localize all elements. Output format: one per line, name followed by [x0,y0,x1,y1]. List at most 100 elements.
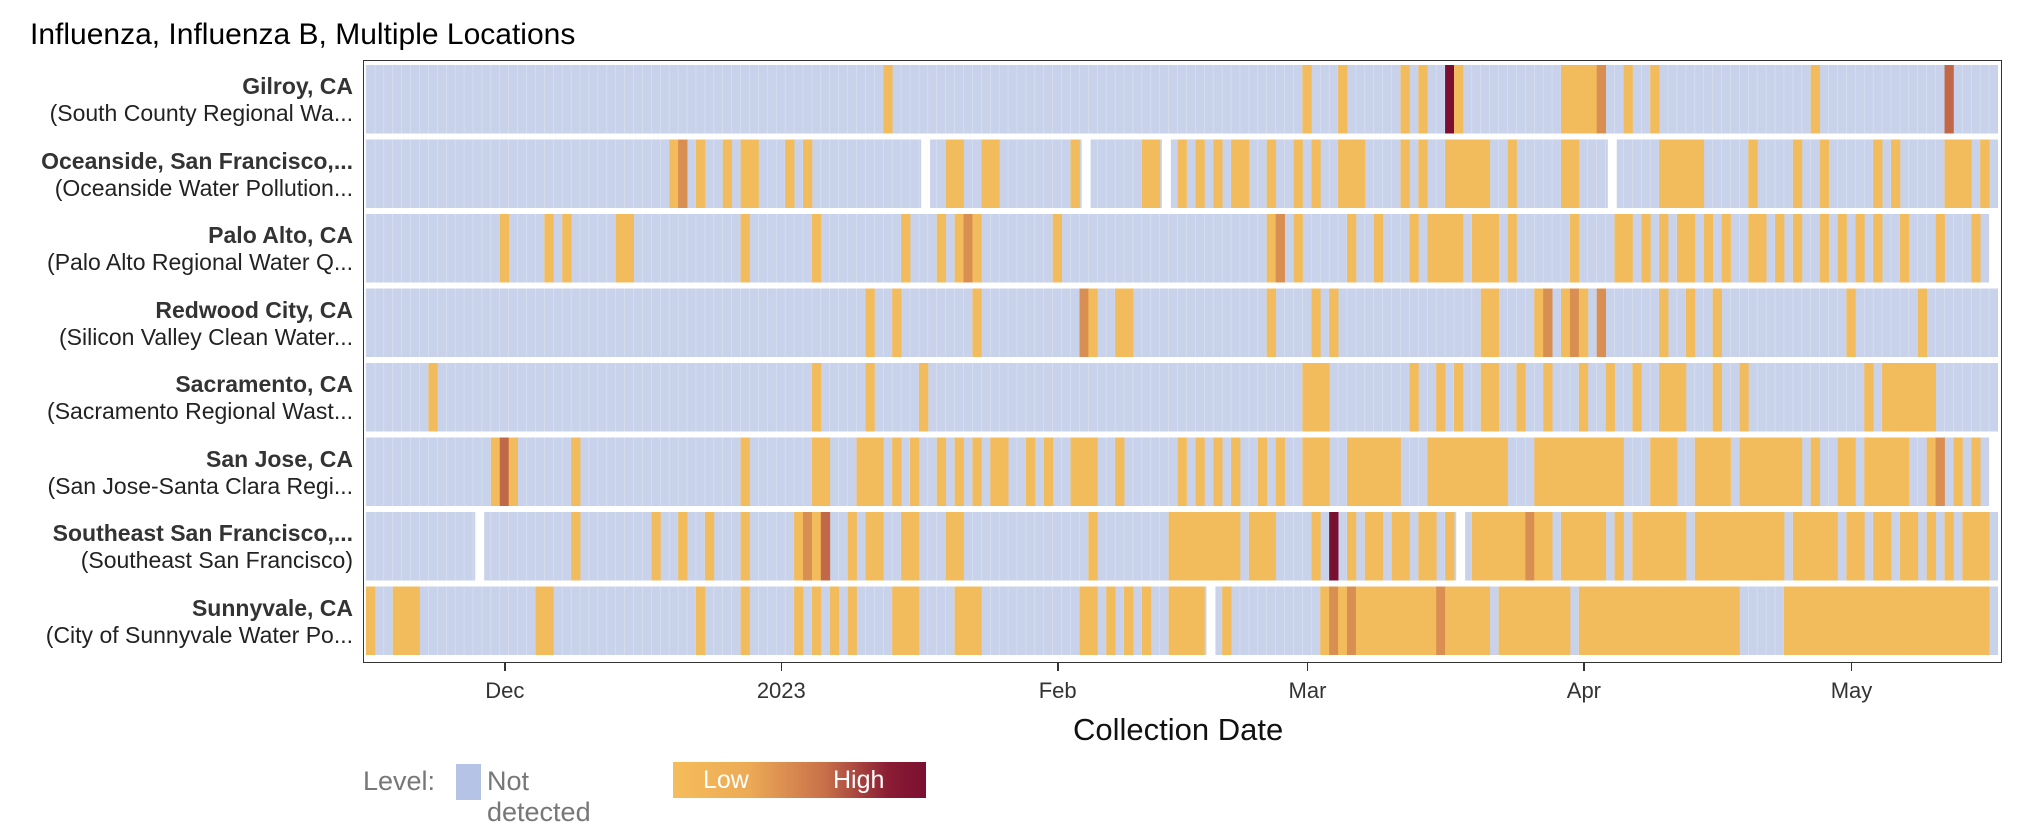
heatmap-detection-cell[interactable]: San Jose, CA 2023-03-28 [1543,437,1553,507]
heatmap-detection-cell[interactable]: San Jose, CA 2023-01-25 [990,437,1000,507]
heatmap-detection-cell[interactable]: Southeast San Francisco,... 2023-01-09 [847,512,857,581]
heatmap-detection-cell[interactable]: Gilroy, CA 2023-04-06 [1623,65,1633,134]
heatmap-detection-cell[interactable]: Redwood City, CA 2023-03-30 [1561,288,1571,358]
heatmap-detection-cell[interactable]: San Jose, CA 2023-01-19 [936,437,947,507]
heatmap-detection-cell[interactable]: Southeast San Francisco,... 2023-03-30 [1561,512,1571,581]
heatmap-detection-cell[interactable]: Gilroy, CA 2023-04-02 [1587,65,1598,134]
heatmap-detection-cell[interactable]: Sunnyvale, CA 2023-03-30 [1561,586,1571,656]
heatmap-detection-cell[interactable]: Southeast San Francisco,... 2023-01-16 [910,512,920,581]
heatmap-detection-cell[interactable]: Sunnyvale, CA 2023-05-06 [1890,586,1901,656]
heatmap-detection-cell[interactable]: Palo Alto, CA 2023-03-31 [1569,214,1580,283]
heatmap-detection-cell[interactable]: San Jose, CA 2023-02-15 [1177,437,1187,507]
heatmap-detection-cell[interactable]: Southeast San Francisco,... 2023-04-29 [1828,512,1838,581]
heatmap-detection-cell[interactable]: Sunnyvale, CA 2023-05-09 [1917,586,1928,656]
heatmap-detection-cell[interactable]: Southeast San Francisco,... 2023-03-02 [1311,512,1321,581]
heatmap-detection-cell[interactable]: Sunnyvale, CA 2023-02-14 [1168,586,1178,656]
heatmap-detection-cell[interactable]: Sacramento, CA 2023-04-16 [1712,363,1722,432]
heatmap-detection-cell[interactable]: Oceanside, San Francisco,... 2023-05-12 [1944,139,1954,209]
heatmap-detection-cell[interactable]: Sacramento, CA 2023-05-06 [1890,363,1901,432]
heatmap-detection-cell[interactable]: Southeast San Francisco,... 2023-04-18 [1730,512,1740,581]
heatmap-detection-cell[interactable]: Gilroy, CA 2023-05-12 [1944,65,1954,134]
heatmap-detection-cell[interactable]: Sunnyvale, CA 2023-03-07 [1355,586,1366,656]
heatmap-detection-cell[interactable]: Oceanside, San Francisco,... 2023-03-05 [1338,139,1348,209]
heatmap-detection-cell[interactable]: San Jose, CA 2023-03-21 [1480,437,1491,507]
heatmap-detection-cell[interactable]: San Jose, CA 2023-03-17 [1445,437,1455,507]
heatmap-detection-cell[interactable]: Southeast San Francisco,... 2023-03-23 [1498,512,1508,581]
heatmap-detection-cell[interactable]: San Jose, CA 2023-04-10 [1659,437,1669,507]
heatmap-detection-cell[interactable]: Sunnyvale, CA 2023-04-26 [1801,586,1812,656]
heatmap-detection-cell[interactable]: Sunnyvale, CA 2023-03-03 [1320,586,1330,656]
heatmap-detection-cell[interactable]: San Jose, CA 2023-05-15 [1971,437,1981,507]
heatmap-detection-cell[interactable]: San Jose, CA 2023-02-26 [1275,437,1285,507]
heatmap-detection-cell[interactable]: San Jose, CA 2023-03-29 [1552,437,1562,507]
heatmap-detection-cell[interactable]: San Jose, CA 2023-01-23 [972,437,982,507]
heatmap-detection-cell[interactable]: Southeast San Francisco,... 2023-02-21 [1231,512,1241,581]
heatmap-detection-cell[interactable]: Palo Alto, CA 2023-04-13 [1685,214,1696,283]
heatmap-detection-cell[interactable]: Sunnyvale, CA 2023-03-04 [1329,586,1339,656]
heatmap-detection-cell[interactable]: Oceanside, San Francisco,... 2023-02-03 [1070,139,1080,209]
heatmap-detection-cell[interactable]: Redwood City, CA 2023-03-04 [1329,288,1339,358]
heatmap-detection-cell[interactable]: Sunnyvale, CA 2023-04-14 [1694,586,1705,656]
heatmap-detection-cell[interactable]: San Jose, CA 2023-05-05 [1882,437,1892,507]
heatmap-detection-cell[interactable]: Sunnyvale, CA 2023-01-22 [963,586,973,656]
heatmap-detection-cell[interactable]: Southeast San Francisco,... 2022-12-18 [651,512,661,581]
heatmap-detection-cell[interactable]: Palo Alto, CA 2023-02-28 [1293,214,1303,283]
heatmap-detection-cell[interactable]: Sacramento, CA 2023-01-05 [811,363,822,432]
heatmap-detection-cell[interactable]: Sunnyvale, CA 2023-01-09 [847,586,857,656]
heatmap-detection-cell[interactable]: San Jose, CA 2023-03-03 [1320,437,1330,507]
heatmap-detection-cell[interactable]: Southeast San Francisco,... 2023-02-15 [1177,512,1187,581]
heatmap-detection-cell[interactable]: Palo Alto, CA 2023-03-21 [1480,214,1491,283]
heatmap-detection-cell[interactable]: Southeast San Francisco,... 2023-05-08 [1908,512,1919,581]
heatmap-detection-cell[interactable]: Palo Alto, CA 2023-03-20 [1471,214,1482,283]
heatmap-detection-cell[interactable]: Sunnyvale, CA 2023-04-07 [1632,586,1642,656]
heatmap-detection-cell[interactable]: Sacramento, CA 2023-04-11 [1668,363,1678,432]
heatmap-detection-cell[interactable]: Sunnyvale, CA 2023-03-23 [1498,586,1508,656]
heatmap-detection-cell[interactable]: Southeast San Francisco,... 2023-03-31 [1569,512,1580,581]
heatmap-detection-cell[interactable]: San Jose, CA 2023-03-19 [1462,437,1473,507]
heatmap-detection-cell[interactable]: Sunnyvale, CA 2023-02-11 [1141,586,1152,656]
heatmap-detection-cell[interactable]: Gilroy, CA 2023-03-17 [1445,65,1455,134]
heatmap-detection-cell[interactable]: Southeast San Francisco,... 2023-01-12 [874,512,884,581]
heatmap-detection-cell[interactable]: Sacramento, CA 2023-01-11 [865,363,875,432]
heatmap-detection-cell[interactable]: Oceanside, San Francisco,... 2023-04-12 [1676,139,1687,209]
heatmap-detection-cell[interactable]: Sunnyvale, CA 2023-04-30 [1837,586,1847,656]
heatmap-detection-cell[interactable]: Oceanside, San Francisco,... 2023-03-20 [1471,139,1482,209]
heatmap-svg[interactable]: Gilroy, CA 2023-01-13 Gilroy, CA 2023-03-… [364,61,2000,661]
heatmap-detection-cell[interactable]: Southeast San Francisco,... 2023-04-12 [1676,512,1687,581]
heatmap-detection-cell[interactable]: Sunnyvale, CA 2023-05-12 [1944,586,1954,656]
heatmap-detection-cell[interactable]: Redwood City, CA 2023-04-13 [1685,288,1696,358]
heatmap-detection-cell[interactable]: San Jose, CA 2023-05-10 [1926,437,1936,507]
heatmap-detection-cell[interactable]: Oceanside, San Francisco,... 2022-12-26 [722,139,733,209]
heatmap-detection-cell[interactable]: Palo Alto, CA 2022-12-15 [624,214,634,283]
heatmap-detection-cell[interactable]: Southeast San Francisco,... 2023-04-28 [1819,512,1829,581]
heatmap-detection-cell[interactable]: San Jose, CA 2023-04-09 [1650,437,1660,507]
heatmap-detection-cell[interactable]: Palo Alto, CA 2023-03-22 [1489,214,1499,283]
heatmap-detection-cell[interactable]: Southeast San Francisco,... 2023-04-10 [1659,512,1669,581]
heatmap-detection-cell[interactable]: Sacramento, CA 2023-05-07 [1899,363,1910,432]
heatmap-detection-cell[interactable]: Southeast San Francisco,... 2023-04-17 [1721,512,1731,581]
heatmap-detection-cell[interactable]: Sunnyvale, CA 2022-11-20 [401,586,411,656]
heatmap-detection-cell[interactable]: Palo Alto, CA 2023-02-25 [1266,214,1277,283]
heatmap-detection-cell[interactable]: Sunnyvale, CA 2023-02-04 [1079,586,1089,656]
heatmap-detection-cell[interactable]: Oceanside, San Francisco,... 2022-12-21 [678,139,688,209]
heatmap-detection-cell[interactable]: Oceanside, San Francisco,... 2023-04-14 [1694,139,1705,209]
heatmap-detection-cell[interactable]: San Jose, CA 2023-04-25 [1792,437,1803,507]
heatmap-detection-cell[interactable]: Palo Alto, CA 2023-03-15 [1427,214,1437,283]
heatmap-detection-cell[interactable]: Redwood City, CA 2023-04-10 [1659,288,1669,358]
heatmap-detection-cell[interactable]: Sunnyvale, CA 2023-01-23 [972,586,982,656]
plot-area[interactable]: Gilroy, CA 2023-01-13 Gilroy, CA 2023-03-… [363,60,2002,663]
heatmap-detection-cell[interactable]: Southeast San Francisco,... 2023-04-25 [1792,512,1803,581]
heatmap-detection-cell[interactable]: Gilroy, CA 2023-04-09 [1650,65,1660,134]
heatmap-gap[interactable] [1206,586,1216,656]
heatmap-detection-cell[interactable]: Sacramento, CA 2023-05-08 [1908,363,1919,432]
heatmap-detection-cell[interactable]: Sunnyvale, CA 2023-05-07 [1899,586,1910,656]
heatmap-detection-cell[interactable]: Oceanside, San Francisco,... 2023-02-19 [1213,139,1223,209]
heatmap-detection-cell[interactable]: Sacramento, CA 2023-03-02 [1311,363,1321,432]
heatmap-detection-cell[interactable]: Palo Alto, CA 2023-02-01 [1052,214,1063,283]
heatmap-detection-cell[interactable]: Sunnyvale, CA 2023-04-02 [1587,586,1598,656]
heatmap-detection-cell[interactable]: Southeast San Francisco,... 2023-03-15 [1427,512,1437,581]
heatmap-detection-cell[interactable]: San Jose, CA 2023-03-31 [1569,437,1580,507]
heatmap-detection-cell[interactable]: Sunnyvale, CA 2023-03-06 [1346,586,1357,656]
heatmap-detection-cell[interactable]: Southeast San Francisco,... 2023-05-07 [1899,512,1910,581]
heatmap-detection-cell[interactable]: Oceanside, San Francisco,... 2023-02-17 [1195,139,1205,209]
